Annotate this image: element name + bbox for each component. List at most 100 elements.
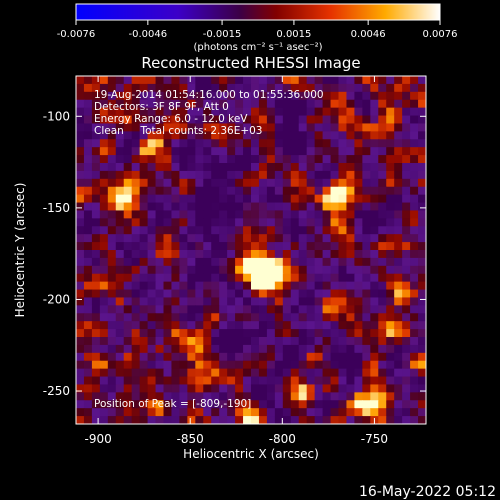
heatmap-cell <box>251 352 260 362</box>
heatmap-cell <box>402 76 411 85</box>
heatmap-cell <box>227 281 236 291</box>
heatmap-cell <box>243 289 252 299</box>
heatmap-cell <box>219 376 228 386</box>
heatmap-cell <box>386 376 395 386</box>
heatmap-cell <box>251 273 260 283</box>
heatmap-cell <box>131 218 141 227</box>
heatmap-cell <box>362 234 371 243</box>
heatmap-cell <box>282 329 292 338</box>
heatmap-cell <box>282 368 292 378</box>
heatmap-cell <box>290 210 300 219</box>
heatmap-cell <box>346 376 355 386</box>
heatmap-cell <box>187 313 196 322</box>
heatmap-cell <box>147 139 157 148</box>
heatmap-cell <box>147 305 157 314</box>
heatmap-cell <box>378 289 387 299</box>
heatmap-cell <box>274 170 284 180</box>
heatmap-cell <box>107 163 117 172</box>
heatmap-cell <box>91 139 101 148</box>
heatmap-cell <box>370 368 379 378</box>
heatmap-cell <box>147 226 157 235</box>
heatmap-cell <box>258 210 268 219</box>
heatmap-cell <box>346 250 355 259</box>
heatmap-cell <box>147 368 157 378</box>
heatmap-cell <box>386 408 395 417</box>
heatmap-cell <box>155 147 165 156</box>
heatmap-cell <box>99 131 109 140</box>
heatmap-cell <box>306 329 316 338</box>
heatmap-cell <box>195 139 204 148</box>
heatmap-cell <box>219 344 228 354</box>
heatmap-cell <box>179 257 188 267</box>
heatmap-cell <box>282 178 292 188</box>
heatmap-cell <box>123 305 133 314</box>
heatmap-cell <box>123 289 133 299</box>
heatmap-cell <box>378 147 387 156</box>
heatmap-cell <box>243 115 252 125</box>
heatmap-cell <box>370 210 379 219</box>
heatmap-cell <box>211 210 220 219</box>
heatmap-cell <box>203 305 212 314</box>
heatmap-cell <box>139 226 149 235</box>
heatmap-cell <box>163 392 173 401</box>
heatmap-cell <box>298 384 308 393</box>
heatmap-cell <box>243 147 252 156</box>
heatmap-cell <box>258 376 268 386</box>
heatmap-cell <box>282 257 292 267</box>
heatmap-cell <box>386 273 395 283</box>
heatmap-cell <box>282 83 292 93</box>
heatmap-cell <box>139 186 149 196</box>
heatmap-cell <box>155 392 165 401</box>
heatmap-cell <box>362 368 371 378</box>
heatmap-cell <box>354 265 363 275</box>
heatmap-cell <box>418 408 426 417</box>
heatmap-cell <box>410 178 419 188</box>
heatmap-cell <box>282 297 292 306</box>
heatmap-cell <box>394 139 403 148</box>
heatmap-cell <box>195 297 204 306</box>
heatmap-cell <box>306 163 316 172</box>
heatmap-cell <box>362 400 371 409</box>
heatmap-cell <box>179 250 188 259</box>
heatmap-cell <box>179 352 188 362</box>
heatmap-cell <box>227 416 236 424</box>
heatmap-cell <box>235 131 244 140</box>
heatmap-cell <box>123 83 133 93</box>
heatmap-cell <box>107 313 117 322</box>
heatmap-cell <box>386 226 395 235</box>
heatmap-cell <box>203 392 212 401</box>
heatmap-cell <box>235 289 244 299</box>
heatmap-cell <box>370 250 379 259</box>
heatmap-cell <box>251 115 260 125</box>
heatmap-cell <box>418 163 426 172</box>
heatmap-cell <box>330 91 340 101</box>
heatmap-cell <box>139 321 149 330</box>
heatmap-cell <box>306 115 316 125</box>
y-tick-label: -200 <box>43 292 70 306</box>
heatmap-cell <box>243 384 252 393</box>
heatmap-cell <box>139 170 149 180</box>
heatmap-cell <box>274 186 284 196</box>
heatmap-cell <box>298 257 308 267</box>
heatmap-cell <box>115 155 125 164</box>
heatmap-cell <box>266 352 276 362</box>
heatmap-cell <box>99 384 109 393</box>
heatmap-cell <box>123 313 133 322</box>
heatmap-cell <box>290 186 300 196</box>
heatmap-cell <box>362 250 371 259</box>
heatmap-cell <box>211 139 220 148</box>
heatmap-cell <box>155 329 165 338</box>
heatmap-cell <box>235 408 244 417</box>
heatmap-cell <box>258 139 268 148</box>
heatmap-cell <box>99 83 109 93</box>
heatmap-cell <box>418 281 426 291</box>
heatmap-cell <box>330 210 340 219</box>
heatmap-cell <box>338 147 348 156</box>
heatmap-cell <box>83 368 93 378</box>
heatmap-cell <box>394 107 403 117</box>
heatmap-cell <box>211 281 220 291</box>
heatmap-cell <box>338 273 348 283</box>
heatmap-cell <box>187 91 196 101</box>
heatmap-cell <box>370 186 379 196</box>
heatmap-cell <box>282 305 292 314</box>
